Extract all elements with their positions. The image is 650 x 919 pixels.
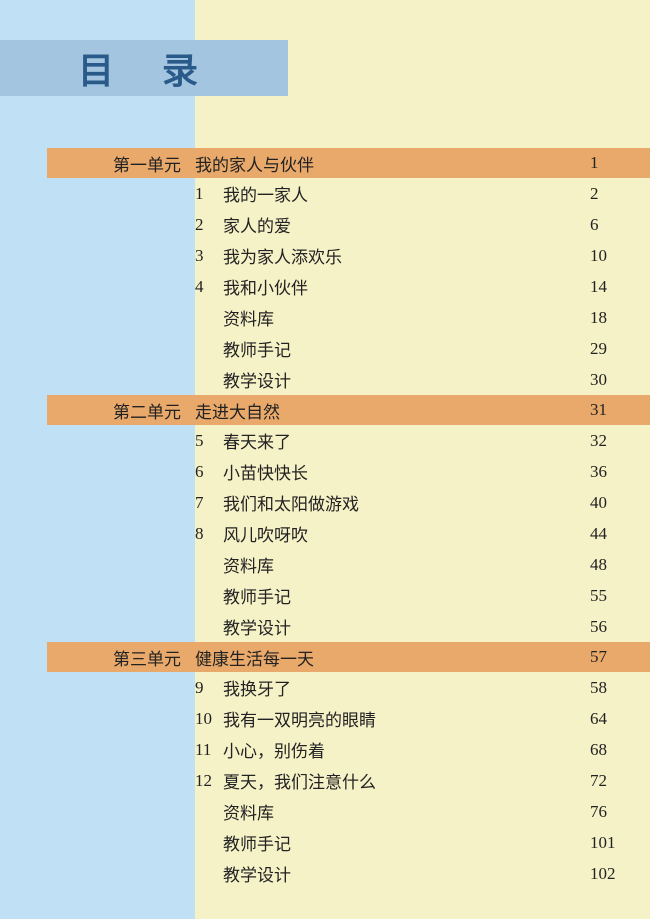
item-page: 64 [590, 709, 650, 729]
toc-item-row: 资料库18 [47, 302, 650, 333]
toc-item-row: 教师手记55 [47, 580, 650, 611]
item-page: 32 [590, 431, 650, 451]
item-page: 30 [590, 370, 650, 390]
item-title: 教学设计 [223, 861, 590, 886]
item-title: 我为家人添欢乐 [223, 243, 590, 268]
toc-item-row: 7我们和太阳做游戏40 [47, 487, 650, 518]
toc-item-row: 教学设计30 [47, 364, 650, 395]
toc-item-row: 12夏天，我们注意什么72 [47, 765, 650, 796]
toc-item-row: 1我的一家人2 [47, 178, 650, 209]
toc-item-row: 3我为家人添欢乐10 [47, 240, 650, 271]
item-number: 1 [195, 184, 223, 204]
item-page: 68 [590, 740, 650, 760]
item-title: 春天来了 [223, 428, 590, 453]
unit-title: 我的家人与伙伴 [195, 151, 590, 176]
item-title: 资料库 [223, 552, 590, 577]
item-page: 56 [590, 617, 650, 637]
item-title: 我们和太阳做游戏 [223, 490, 590, 515]
unit-page: 1 [590, 153, 650, 173]
item-title: 教学设计 [223, 367, 590, 392]
item-title: 我换牙了 [223, 675, 590, 700]
unit-label: 第一单元 [47, 151, 195, 176]
item-title: 资料库 [223, 305, 590, 330]
item-number: 6 [195, 462, 223, 482]
item-title: 教师手记 [223, 830, 590, 855]
item-number: 3 [195, 246, 223, 266]
item-page: 36 [590, 462, 650, 482]
item-page: 2 [590, 184, 650, 204]
item-page: 48 [590, 555, 650, 575]
item-page: 58 [590, 678, 650, 698]
unit-title: 走进大自然 [195, 398, 590, 423]
item-title: 教学设计 [223, 614, 590, 639]
item-page: 72 [590, 771, 650, 791]
item-number: 4 [195, 277, 223, 297]
item-page: 44 [590, 524, 650, 544]
item-page: 55 [590, 586, 650, 606]
unit-title: 健康生活每一天 [195, 645, 590, 670]
unit-label: 第二单元 [47, 398, 195, 423]
item-page: 18 [590, 308, 650, 328]
item-page: 101 [590, 833, 650, 853]
toc-item-row: 8风儿吹呀吹44 [47, 518, 650, 549]
item-title: 小苗快快长 [223, 459, 590, 484]
unit-label: 第三单元 [47, 645, 195, 670]
unit-header-row: 第三单元健康生活每一天57 [47, 642, 650, 672]
item-page: 102 [590, 864, 650, 884]
item-title: 教师手记 [223, 583, 590, 608]
item-page: 76 [590, 802, 650, 822]
item-number: 7 [195, 493, 223, 513]
toc-item-row: 教学设计102 [47, 858, 650, 889]
item-title: 风儿吹呀吹 [223, 521, 590, 546]
toc-item-row: 资料库48 [47, 549, 650, 580]
unit-page: 57 [590, 647, 650, 667]
toc-item-row: 2家人的爱6 [47, 209, 650, 240]
item-title: 我和小伙伴 [223, 274, 590, 299]
toc-content: 第一单元我的家人与伙伴11我的一家人22家人的爱63我为家人添欢乐104我和小伙… [0, 148, 650, 889]
toc-item-row: 资料库76 [47, 796, 650, 827]
item-page: 40 [590, 493, 650, 513]
item-number: 12 [195, 771, 223, 791]
item-title: 我的一家人 [223, 181, 590, 206]
item-number: 10 [195, 709, 223, 729]
toc-item-row: 9我换牙了58 [47, 672, 650, 703]
item-title: 夏天，我们注意什么 [223, 768, 590, 793]
item-title: 教师手记 [223, 336, 590, 361]
unit-header-row: 第一单元我的家人与伙伴1 [47, 148, 650, 178]
toc-item-row: 教师手记29 [47, 333, 650, 364]
toc-item-row: 11小心，别伤着68 [47, 734, 650, 765]
unit-header-row: 第二单元走进大自然31 [47, 395, 650, 425]
toc-item-row: 6小苗快快长36 [47, 456, 650, 487]
item-number: 2 [195, 215, 223, 235]
item-number: 11 [195, 740, 223, 760]
toc-item-row: 教学设计56 [47, 611, 650, 642]
title-bar: 目录 [0, 40, 288, 96]
item-page: 29 [590, 339, 650, 359]
item-title: 我有一双明亮的眼睛 [223, 706, 590, 731]
toc-item-row: 教师手记101 [47, 827, 650, 858]
item-number: 9 [195, 678, 223, 698]
item-page: 6 [590, 215, 650, 235]
item-page: 10 [590, 246, 650, 266]
toc-item-row: 4我和小伙伴14 [47, 271, 650, 302]
page-title: 目录 [78, 42, 246, 94]
item-number: 5 [195, 431, 223, 451]
unit-page: 31 [590, 400, 650, 420]
item-title: 家人的爱 [223, 212, 590, 237]
item-page: 14 [590, 277, 650, 297]
item-number: 8 [195, 524, 223, 544]
toc-item-row: 5春天来了32 [47, 425, 650, 456]
item-title: 小心，别伤着 [223, 737, 590, 762]
toc-item-row: 10我有一双明亮的眼睛64 [47, 703, 650, 734]
item-title: 资料库 [223, 799, 590, 824]
